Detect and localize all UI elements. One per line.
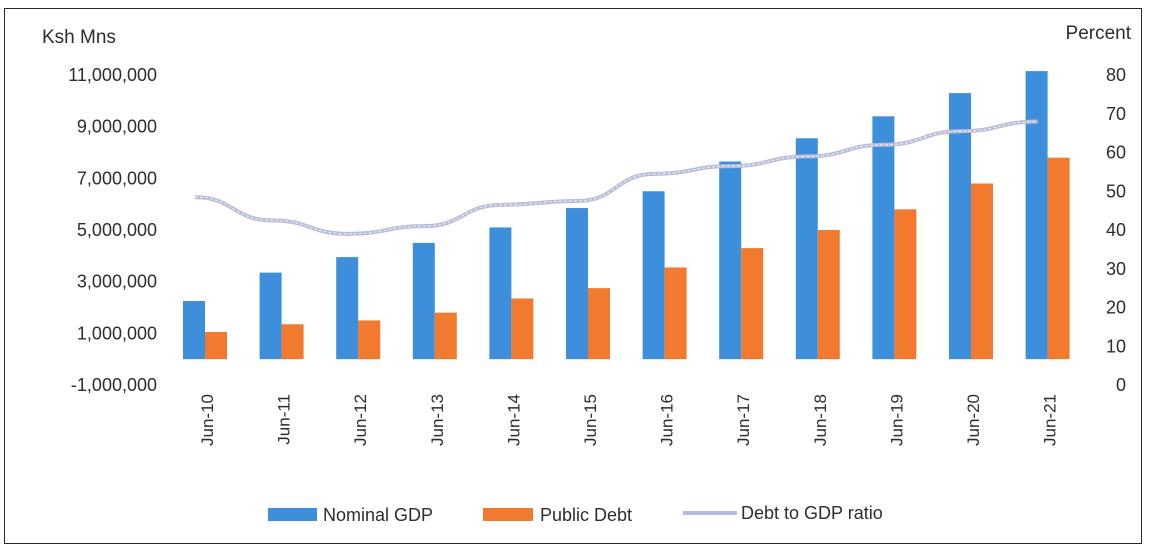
x-tick-label: Jun-14 [504, 394, 523, 446]
x-tick-label: Jun-19 [887, 394, 906, 446]
right-tick-label: 80 [1106, 65, 1126, 85]
x-tick-label: Jun-13 [428, 394, 447, 446]
right-axis-ticks: 80 70 60 50 40 30 20 10 0 [1106, 65, 1126, 395]
right-tick-label: 50 [1106, 181, 1126, 201]
right-tick-label: 30 [1106, 259, 1126, 279]
left-tick-label: 11,000,000 [68, 65, 157, 85]
bar-nominal-gdp [259, 272, 282, 360]
left-axis-ticks: 11,000,000 9,000,000 7,000,000 5,000,000 3,0… [68, 65, 157, 395]
ratio-line-series [194, 119, 1038, 236]
line-debt-to-gdp-ratio [194, 119, 1038, 236]
legend-swatch-gdp [268, 508, 317, 521]
x-tick-label: Jun-18 [811, 394, 830, 446]
right-tick-label: 40 [1106, 220, 1126, 240]
right-tick-label: 70 [1106, 104, 1126, 124]
legend-label-ratio: Debt to GDP ratio [741, 503, 883, 523]
left-tick-label: 3,000,000 [77, 272, 157, 292]
legend-label-debt: Public Debt [540, 505, 632, 525]
x-tick-label: Jun-17 [734, 394, 753, 446]
left-tick-label: 5,000,000 [77, 220, 157, 240]
chart-frame [4, 8, 1142, 544]
left-tick-label: 7,000,000 [77, 168, 157, 188]
bar-public-debt [511, 298, 534, 360]
x-axis-ticks: Jun-10 Jun-11 Jun-12 Jun-13 Jun-14 Jun-15 Jun-… [198, 394, 1060, 446]
legend: Nominal GDP Public Debt Debt to GDP rati… [268, 503, 883, 525]
left-tick-label: 1,000,000 [77, 323, 157, 343]
bar-public-debt [741, 248, 764, 360]
bar-nominal-gdp [642, 191, 665, 360]
right-axis-title: Percent [1066, 23, 1132, 44]
x-tick-label: Jun-15 [581, 394, 600, 446]
left-axis-title: Ksh Mns [42, 27, 116, 48]
x-tick-label: Jun-16 [658, 394, 677, 446]
bar-public-debt [358, 320, 381, 360]
bar-nominal-gdp [795, 138, 818, 360]
bar-public-debt [588, 288, 610, 360]
legend-swatch-debt [483, 508, 533, 521]
x-tick-label: Jun-11 [275, 394, 294, 445]
right-tick-label: 10 [1106, 336, 1126, 356]
x-tick-label: Jun-12 [351, 394, 370, 446]
bar-nominal-gdp [489, 227, 512, 360]
bar-nominal-gdp [412, 242, 435, 360]
bar-nominal-gdp [1025, 71, 1048, 360]
x-tick-label: Jun-20 [964, 394, 983, 446]
x-tick-label: Jun-10 [198, 394, 217, 446]
bar-nominal-gdp [183, 301, 205, 360]
x-tick-label: Jun-21 [1041, 394, 1060, 446]
right-tick-label: 0 [1116, 375, 1126, 395]
right-tick-label: 20 [1106, 298, 1126, 318]
bar-public-debt [971, 183, 993, 360]
legend-label-gdp: Nominal GDP [323, 505, 433, 525]
bar-public-debt [817, 230, 840, 360]
bar-nominal-gdp [949, 93, 971, 360]
bar-public-debt [1047, 157, 1070, 360]
right-tick-label: 60 [1106, 143, 1126, 163]
bar-public-debt [205, 332, 227, 360]
bar-public-debt [894, 209, 917, 360]
bar-series [183, 71, 1070, 360]
left-tick-label: 9,000,000 [77, 117, 157, 137]
bar-nominal-gdp [566, 208, 588, 360]
bar-nominal-gdp [872, 116, 895, 360]
bar-public-debt [281, 324, 304, 360]
bar-public-debt [434, 312, 457, 360]
bar-nominal-gdp [336, 257, 359, 360]
bar-nominal-gdp [719, 161, 742, 360]
bar-public-debt [664, 267, 687, 360]
left-tick-label: -1,000,000 [71, 375, 157, 395]
